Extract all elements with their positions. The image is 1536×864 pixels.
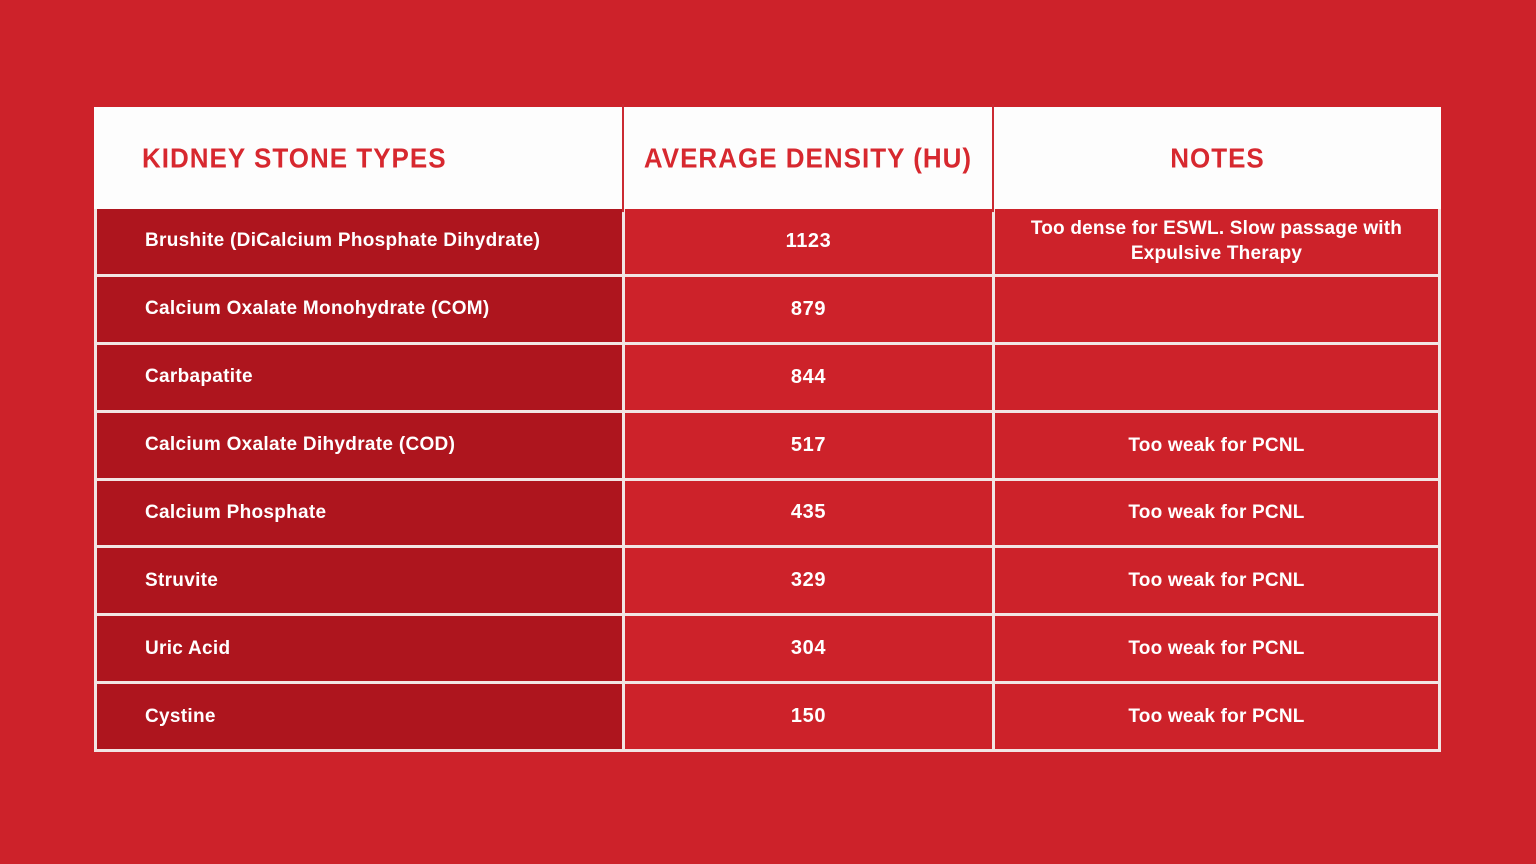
kidney-stone-table: KIDNEY STONE TYPES AVERAGE DENSITY (HU) … [94,103,1441,752]
column-header-average-density: AVERAGE DENSITY (HU) [622,103,992,213]
cell-density: 329 [625,548,992,614]
table-header-row: KIDNEY STONE TYPES AVERAGE DENSITY (HU) … [94,103,1441,213]
cell-density: 1123 [625,209,992,274]
cell-density: 879 [625,276,992,342]
cell-notes: Too weak for PCNL [995,616,1438,682]
cell-stone-type: Brushite (DiCalcium Phosphate Dihydrate) [97,209,622,274]
cell-notes: Too weak for PCNL [995,412,1438,478]
cell-stone-type: Struvite [97,548,622,614]
cell-notes: Too weak for PCNL [995,684,1438,749]
cell-stone-type: Uric Acid [97,616,622,682]
cell-stone-type: Carbapatite [97,344,622,410]
cell-stone-type: Calcium Phosphate [97,480,622,546]
cell-density: 150 [625,684,992,749]
cell-density: 304 [625,616,992,682]
cell-stone-type: Cystine [97,684,622,749]
cell-notes [995,276,1438,342]
cell-density: 517 [625,412,992,478]
cell-notes: Too dense for ESWL. Slow passage with Ex… [995,209,1438,274]
cell-stone-type: Calcium Oxalate Monohydrate (COM) [97,276,622,342]
cell-density: 844 [625,344,992,410]
cell-density: 435 [625,480,992,546]
column-header-notes: NOTES [992,103,1441,213]
table-body: Brushite (DiCalcium Phosphate Dihydrate)… [94,209,1441,752]
cell-stone-type: Calcium Oxalate Dihydrate (COD) [97,412,622,478]
column-header-stone-types: KIDNEY STONE TYPES [142,141,447,174]
cell-notes: Too weak for PCNL [995,480,1438,546]
cell-notes [995,344,1438,410]
cell-notes: Too weak for PCNL [995,548,1438,614]
